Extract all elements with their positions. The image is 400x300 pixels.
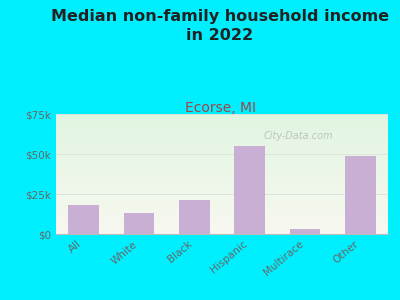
Bar xyxy=(56,148,388,150)
Bar xyxy=(56,141,388,142)
Bar xyxy=(56,198,388,200)
Bar xyxy=(56,212,388,213)
Bar xyxy=(56,158,388,159)
Bar xyxy=(56,222,388,224)
Bar xyxy=(56,140,388,141)
Bar xyxy=(56,231,388,232)
Bar xyxy=(56,200,388,201)
Bar xyxy=(56,183,388,184)
Bar xyxy=(56,190,388,192)
Bar xyxy=(56,207,388,208)
Text: Median non-family household income
in 2022: Median non-family household income in 20… xyxy=(51,9,389,43)
Bar xyxy=(56,188,388,189)
Bar xyxy=(56,162,388,164)
Bar xyxy=(56,196,388,198)
Bar xyxy=(234,146,265,234)
Bar xyxy=(56,204,388,206)
Bar xyxy=(56,132,388,134)
Bar xyxy=(56,150,388,152)
Text: Ecorse, MI: Ecorse, MI xyxy=(184,100,256,115)
Bar xyxy=(56,147,388,148)
Bar xyxy=(56,122,388,123)
Bar xyxy=(56,180,388,182)
Bar xyxy=(56,225,388,226)
Bar xyxy=(56,219,388,220)
Bar xyxy=(56,224,388,225)
Bar xyxy=(56,186,388,188)
Bar xyxy=(56,164,388,165)
Bar xyxy=(56,160,388,162)
Bar xyxy=(56,144,388,146)
Bar xyxy=(56,120,388,122)
Bar xyxy=(56,189,388,190)
Bar xyxy=(56,159,388,160)
Bar xyxy=(56,202,388,204)
Bar xyxy=(56,218,388,219)
Bar xyxy=(56,167,388,168)
Bar xyxy=(56,154,388,156)
Bar xyxy=(56,172,388,174)
Bar xyxy=(56,136,388,138)
Bar xyxy=(56,228,388,230)
Bar xyxy=(179,200,210,234)
Bar xyxy=(56,168,388,170)
Bar xyxy=(56,135,388,136)
Bar xyxy=(56,117,388,118)
Bar xyxy=(56,216,388,218)
Bar xyxy=(124,213,154,234)
Bar xyxy=(56,226,388,228)
Bar xyxy=(56,156,388,158)
Bar xyxy=(56,192,388,194)
Bar xyxy=(56,138,388,140)
Bar xyxy=(56,165,388,166)
Bar xyxy=(56,177,388,178)
Bar xyxy=(56,123,388,124)
Bar xyxy=(56,152,388,153)
Text: City-Data.com: City-Data.com xyxy=(264,130,333,141)
Bar xyxy=(56,129,388,130)
Bar xyxy=(56,230,388,231)
Bar xyxy=(56,118,388,120)
Bar xyxy=(56,184,388,186)
Bar xyxy=(290,229,320,234)
Bar xyxy=(56,134,388,135)
Bar xyxy=(56,174,388,176)
Bar xyxy=(56,208,388,210)
Bar xyxy=(56,220,388,222)
Bar xyxy=(56,178,388,180)
Bar xyxy=(56,210,388,212)
Bar xyxy=(56,213,388,214)
Bar xyxy=(56,206,388,207)
Bar xyxy=(56,114,388,116)
Bar xyxy=(56,126,388,128)
Bar xyxy=(56,176,388,177)
Bar xyxy=(56,201,388,202)
Bar xyxy=(56,146,388,147)
Bar xyxy=(345,156,376,234)
Bar xyxy=(56,153,388,154)
Bar xyxy=(56,130,388,132)
Bar xyxy=(56,195,388,196)
Bar xyxy=(56,124,388,126)
Bar xyxy=(56,232,388,234)
Bar xyxy=(56,116,388,117)
Bar xyxy=(68,205,99,234)
Bar xyxy=(56,128,388,129)
Bar xyxy=(56,182,388,183)
Bar xyxy=(56,214,388,216)
Bar xyxy=(56,142,388,144)
Bar xyxy=(56,169,388,171)
Bar xyxy=(56,194,388,195)
Bar xyxy=(56,171,388,172)
